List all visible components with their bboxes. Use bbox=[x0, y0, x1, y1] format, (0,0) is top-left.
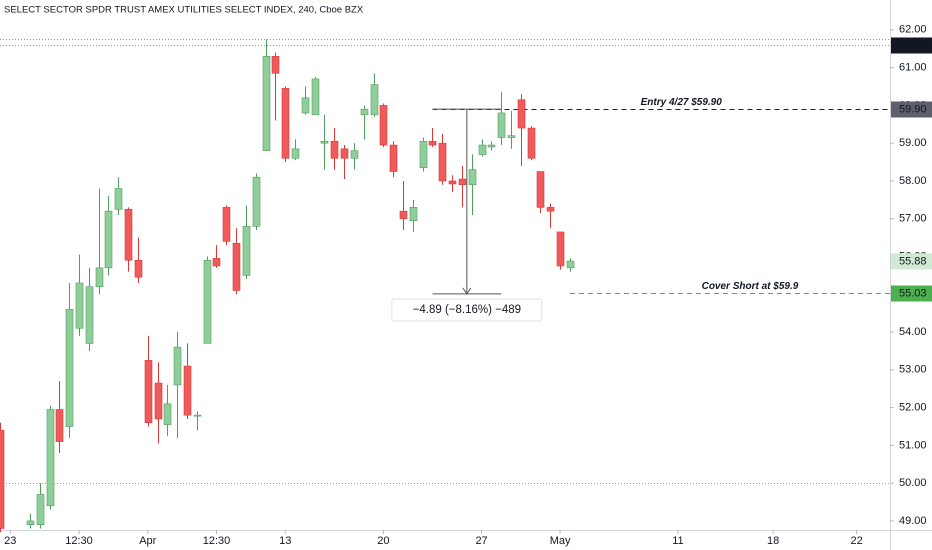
candle-body bbox=[360, 108, 369, 116]
candle-body bbox=[291, 148, 300, 159]
y-tick-label: 49.00 bbox=[899, 515, 927, 527]
chart-title: SELECT SECTOR SPDR TRUST AMEX UTILITIES … bbox=[4, 5, 364, 16]
x-tick-label: 23 bbox=[4, 535, 16, 547]
candle-body bbox=[95, 267, 104, 288]
x-tick-label: May bbox=[550, 535, 571, 547]
candle-body bbox=[399, 210, 408, 220]
x-tick-label: Apr bbox=[139, 535, 156, 547]
level-text: Cover Short at $59.9 bbox=[702, 281, 799, 292]
candle-body bbox=[350, 150, 359, 159]
candle-body bbox=[507, 135, 516, 138]
candle-body bbox=[370, 84, 379, 116]
x-tick-label: 20 bbox=[377, 535, 389, 547]
candle-body bbox=[85, 286, 94, 344]
x-tick-label: 27 bbox=[475, 535, 487, 547]
candle-body bbox=[389, 144, 398, 172]
candle-body bbox=[173, 346, 182, 386]
candle-body bbox=[566, 260, 575, 269]
candle-body bbox=[154, 382, 163, 420]
measure-arrow bbox=[462, 287, 472, 295]
candle-body bbox=[232, 242, 241, 291]
candle-body bbox=[448, 180, 457, 185]
x-tick-label: 12:30 bbox=[65, 535, 93, 547]
y-tick-label: 62.00 bbox=[899, 24, 927, 36]
y-tick-label: 58.00 bbox=[899, 175, 927, 187]
candle-body bbox=[163, 403, 172, 425]
candle-body bbox=[104, 210, 113, 269]
candle-body bbox=[271, 55, 280, 74]
candle-body bbox=[497, 112, 506, 138]
candle-body bbox=[203, 259, 212, 344]
x-tick-label: 22 bbox=[850, 535, 862, 547]
candle-body bbox=[222, 207, 231, 242]
candle-body bbox=[478, 144, 487, 155]
candle-body bbox=[242, 225, 251, 276]
price-label: 61.60 bbox=[899, 39, 927, 51]
measure-box bbox=[391, 298, 543, 322]
candle-body bbox=[438, 142, 447, 182]
price-label-box bbox=[891, 101, 932, 118]
y-tick-label: 50.00 bbox=[899, 477, 927, 489]
candle-body bbox=[134, 259, 143, 278]
x-tick-label: 11 bbox=[672, 535, 683, 547]
y-tick-label: 51.00 bbox=[899, 439, 927, 451]
candle-body bbox=[556, 231, 565, 267]
candle-body bbox=[144, 360, 153, 424]
candle-body bbox=[26, 520, 35, 526]
measure-label: −4.89 (−8.16%) −489 bbox=[413, 304, 521, 316]
level-text: Entry 4/27 $59.90 bbox=[641, 97, 723, 108]
price-label-box bbox=[891, 253, 932, 270]
candle-body bbox=[212, 258, 221, 267]
y-tick-label: 57.00 bbox=[899, 213, 927, 225]
candle-body bbox=[124, 208, 133, 261]
candle-body bbox=[262, 55, 271, 152]
price-label: 55.88 bbox=[899, 255, 927, 267]
candle-body bbox=[409, 207, 418, 221]
y-tick-label: 52.00 bbox=[899, 402, 927, 414]
candle-body bbox=[517, 99, 526, 129]
candle-body bbox=[379, 105, 388, 146]
price-label: 59.90 bbox=[899, 103, 927, 115]
candle-body bbox=[252, 176, 261, 227]
candle-body bbox=[320, 140, 329, 144]
x-tick-label: 12:30 bbox=[203, 535, 231, 547]
candle-body bbox=[419, 140, 428, 169]
candle-body bbox=[487, 144, 496, 148]
candle-body bbox=[193, 414, 202, 417]
candle-body bbox=[428, 140, 437, 146]
candle-body bbox=[527, 127, 536, 159]
candle-body bbox=[114, 188, 123, 210]
price-label: 55.03 bbox=[899, 287, 927, 299]
candle-body bbox=[536, 171, 545, 208]
candle-body bbox=[36, 494, 45, 526]
candle-body bbox=[301, 97, 310, 114]
candle-body bbox=[55, 409, 64, 442]
price-label-box bbox=[891, 37, 932, 54]
x-tick-label: 13 bbox=[279, 535, 291, 547]
candle-body bbox=[311, 78, 320, 116]
candle-body bbox=[0, 429, 5, 529]
x-tick-label: 18 bbox=[767, 535, 779, 547]
candle-body bbox=[330, 140, 339, 159]
y-tick-label: 53.00 bbox=[899, 364, 927, 376]
candle-body bbox=[46, 409, 55, 507]
y-tick-label: 61.00 bbox=[899, 62, 927, 74]
y-tick-label: 59.00 bbox=[899, 137, 927, 149]
candle-body bbox=[468, 169, 477, 186]
y-tick-label: 54.00 bbox=[899, 326, 927, 338]
candle-body bbox=[65, 309, 74, 427]
candle-body bbox=[183, 365, 192, 416]
candle-body bbox=[546, 207, 555, 212]
candle-body bbox=[340, 148, 349, 159]
price-label-box bbox=[891, 285, 932, 302]
candle-body bbox=[458, 178, 467, 186]
candle-body bbox=[75, 282, 84, 329]
candle-body bbox=[281, 88, 290, 159]
